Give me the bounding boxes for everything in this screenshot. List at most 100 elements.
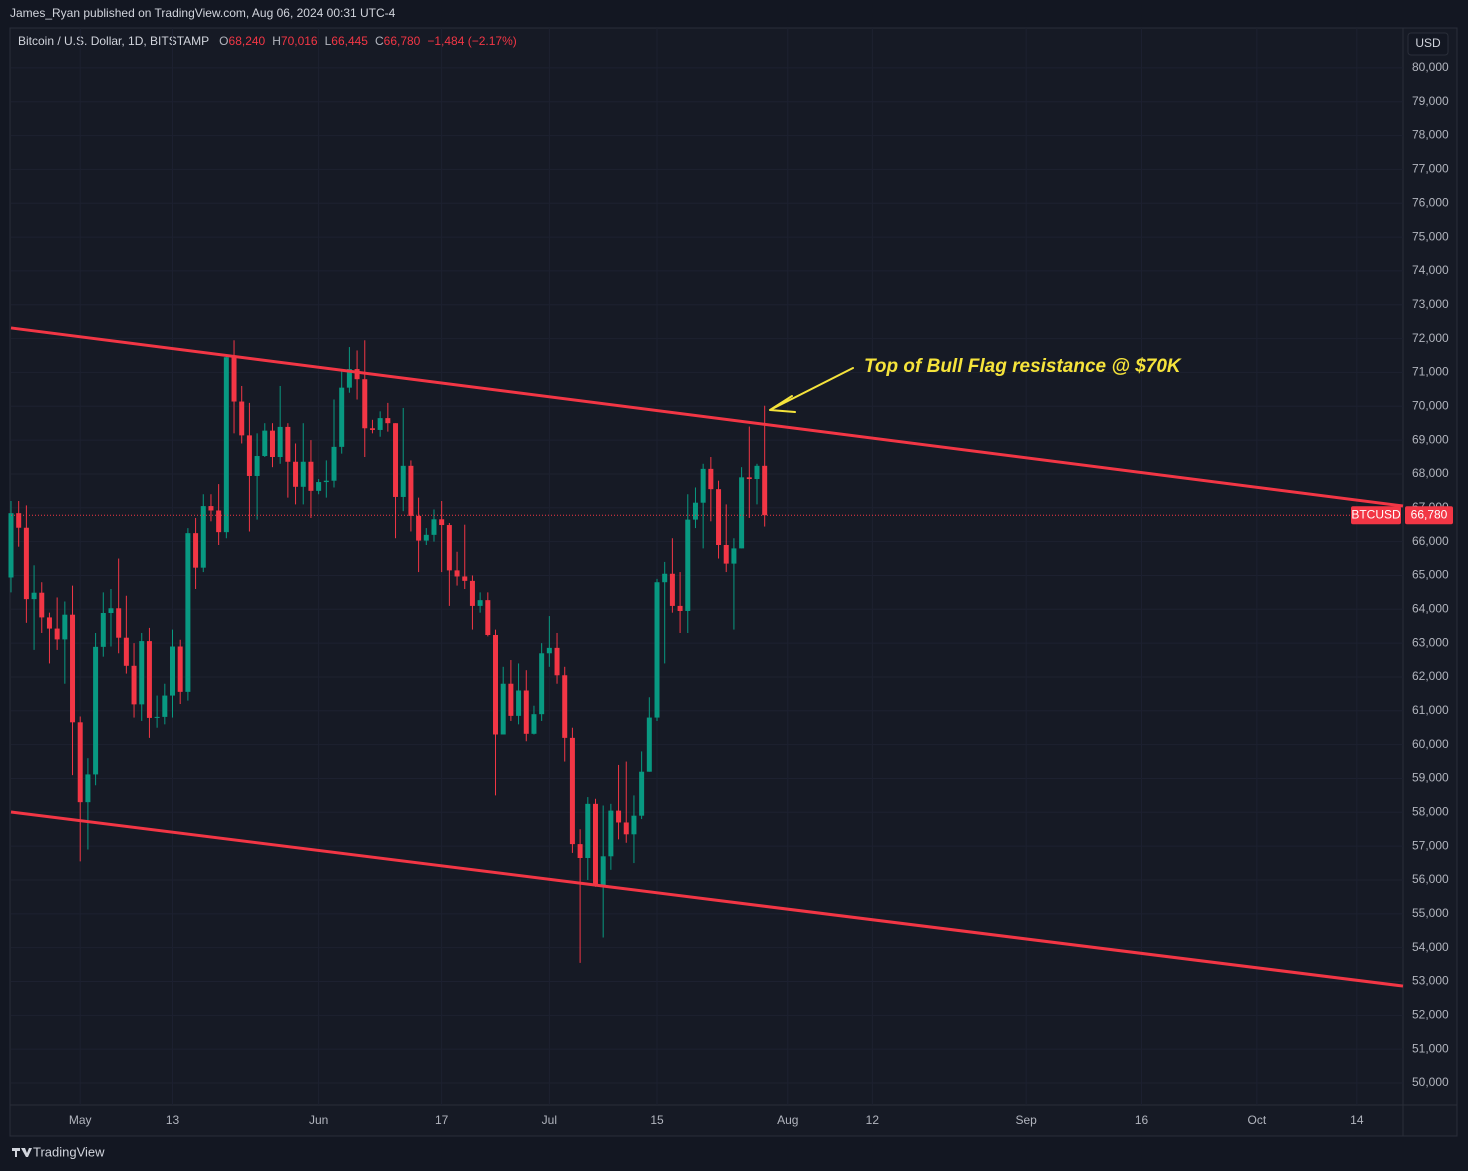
candle-body — [746, 477, 752, 480]
candle-body — [639, 771, 645, 816]
currency-label[interactable]: USD — [1415, 36, 1441, 50]
candle-body — [154, 716, 160, 718]
candle-body — [669, 573, 675, 606]
candle-body — [377, 418, 383, 430]
candle-body — [677, 605, 683, 611]
y-tick-label: 52,000 — [1412, 1008, 1449, 1022]
x-tick-label: 14 — [1350, 1113, 1364, 1127]
y-tick-label: 63,000 — [1412, 635, 1449, 649]
y-tick-label: 61,000 — [1412, 703, 1449, 717]
candle-body — [85, 774, 91, 803]
y-tick-label: 72,000 — [1412, 331, 1449, 345]
x-tick-label: Jul — [542, 1113, 557, 1127]
candle-body — [162, 695, 168, 717]
candle-body — [31, 592, 37, 600]
y-tick-label: 66,000 — [1412, 534, 1449, 548]
candle-body — [185, 533, 191, 692]
candle-body — [231, 357, 237, 402]
candle-body — [254, 456, 260, 476]
y-tick-label: 56,000 — [1412, 872, 1449, 886]
y-tick-label: 73,000 — [1412, 297, 1449, 311]
candle-body — [277, 426, 283, 458]
legend-text: 70,016 — [281, 34, 318, 48]
candle-body — [39, 592, 45, 618]
price-tag-label: 66,780 — [1411, 507, 1448, 521]
x-tick-label: 16 — [1135, 1113, 1149, 1127]
candle-body — [216, 510, 222, 533]
y-tick-label: 71,000 — [1412, 365, 1449, 379]
candle-body — [323, 480, 329, 483]
candle-body — [116, 608, 122, 638]
candle-body — [346, 369, 352, 388]
x-tick-label: 12 — [866, 1113, 880, 1127]
y-tick-label: 79,000 — [1412, 94, 1449, 108]
candle-body — [462, 576, 468, 581]
trend-line — [10, 326, 1404, 508]
candle-body — [354, 369, 360, 380]
candle-body — [616, 810, 622, 823]
candle-body — [331, 446, 337, 481]
y-tick-label: 54,000 — [1412, 940, 1449, 954]
legend-text: Bitcoin / U.S. Dollar, 1D, BITSTAMP — [18, 34, 209, 48]
price-tag — [1405, 506, 1453, 525]
y-tick-label: 68,000 — [1412, 466, 1449, 480]
candle-body — [77, 722, 83, 803]
currency-button[interactable] — [1407, 32, 1449, 56]
candle-body — [477, 600, 483, 606]
y-tick-label: 59,000 — [1412, 771, 1449, 785]
y-tick-label: 50,000 — [1412, 1075, 1449, 1089]
candle-body — [8, 513, 14, 578]
y-tick-label: 80,000 — [1412, 60, 1449, 74]
candle-body — [700, 468, 706, 503]
y-tick-label: 53,000 — [1412, 974, 1449, 988]
x-tick-label: 13 — [166, 1113, 180, 1127]
candle-body — [100, 613, 106, 647]
candle-body — [754, 465, 760, 480]
trend-line — [10, 810, 1404, 988]
candle-body — [139, 641, 145, 705]
candle-body — [262, 430, 268, 457]
publisher: James_Ryan published on TradingView.com,… — [10, 6, 396, 20]
candle-body — [46, 617, 52, 629]
candle-body — [431, 519, 437, 535]
x-tick-label: Aug — [777, 1113, 798, 1127]
y-tick-label: 58,000 — [1412, 804, 1449, 818]
candle-body — [739, 477, 745, 549]
candle-body — [23, 527, 29, 600]
candle-body — [723, 544, 729, 564]
y-tick-label: 77,000 — [1412, 162, 1449, 176]
candle-body — [208, 506, 214, 511]
x-tick-label: Jun — [309, 1113, 328, 1127]
candle-body — [423, 534, 429, 541]
x-tick-label: 17 — [435, 1113, 449, 1127]
candle-body — [539, 653, 545, 715]
candle-body — [516, 690, 522, 716]
symbol-tag-label: BTCUSD — [1351, 507, 1401, 521]
candle-body — [223, 357, 229, 533]
candle-body — [400, 465, 406, 497]
annotation-arrow — [769, 367, 854, 413]
y-tick-label: 60,000 — [1412, 737, 1449, 751]
legend-text: C — [375, 34, 384, 48]
legend-text: 66,780 — [384, 34, 421, 48]
candle-body — [393, 423, 399, 497]
candle-body — [485, 600, 491, 636]
candle-body — [493, 635, 499, 735]
candle-body — [246, 435, 252, 476]
candle-body — [170, 646, 176, 696]
candle-body — [131, 665, 137, 705]
candle-body — [146, 641, 152, 718]
legend-text: 66,445 — [331, 34, 368, 48]
y-tick-label: 64,000 — [1412, 601, 1449, 615]
candle-body — [339, 387, 345, 447]
candle-body — [569, 737, 575, 845]
candle-body — [508, 683, 514, 716]
legend-text: 68,240 — [229, 34, 266, 48]
y-tick-label: 62,000 — [1412, 669, 1449, 683]
candle-body — [500, 683, 506, 735]
candle-body — [54, 628, 60, 640]
candle-body — [408, 465, 414, 516]
candle-body — [708, 468, 714, 490]
candle-body — [293, 461, 299, 487]
